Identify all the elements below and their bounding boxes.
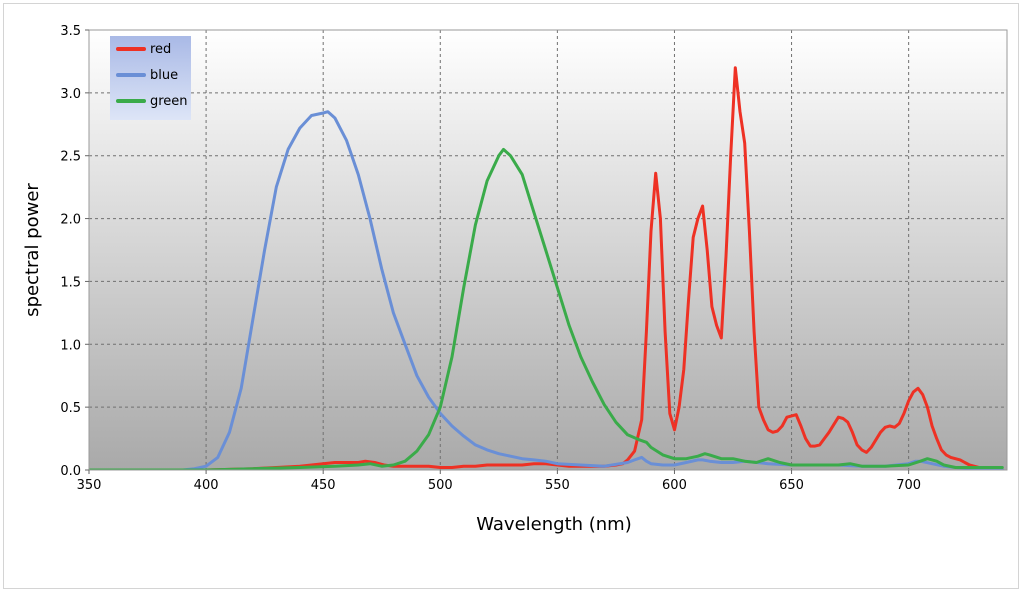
y-axis-title: spectral power: [22, 183, 43, 317]
x-tick-label: 700: [896, 478, 921, 493]
legend-label-red: red: [150, 42, 171, 57]
x-tick-label: 650: [779, 478, 804, 493]
y-tick-label: 1.0: [60, 338, 81, 353]
x-tick-label: 500: [428, 478, 453, 493]
y-tick-label: 2.5: [60, 150, 81, 165]
y-tick-label: 0.0: [60, 464, 81, 479]
spectral-power-chart: 350 400 450 500 550 600 650 700 0.0 0.5 1.0 1.5 2.0 2…: [4, 4, 1020, 590]
x-tick-label: 600: [662, 478, 687, 493]
y-tick-label: 2.0: [60, 213, 81, 228]
legend: red blue green: [110, 36, 191, 120]
legend-label-blue: blue: [150, 68, 178, 83]
plot-area: [89, 30, 1007, 470]
y-tick-label: 3.5: [60, 24, 81, 39]
x-tick-label: 350: [77, 478, 102, 493]
legend-label-green: green: [150, 94, 188, 109]
chart-frame: 350 400 450 500 550 600 650 700 0.0 0.5 1.0 1.5 2.0 2…: [3, 3, 1019, 589]
x-tick-label: 550: [545, 478, 570, 493]
y-tick-label: 3.0: [60, 87, 81, 102]
x-tick-label: 400: [194, 478, 219, 493]
y-tick-label: 1.5: [60, 275, 81, 290]
y-tick-label: 0.5: [60, 401, 81, 416]
x-axis-title: Wavelength (nm): [476, 514, 632, 535]
x-tick-label: 450: [311, 478, 336, 493]
